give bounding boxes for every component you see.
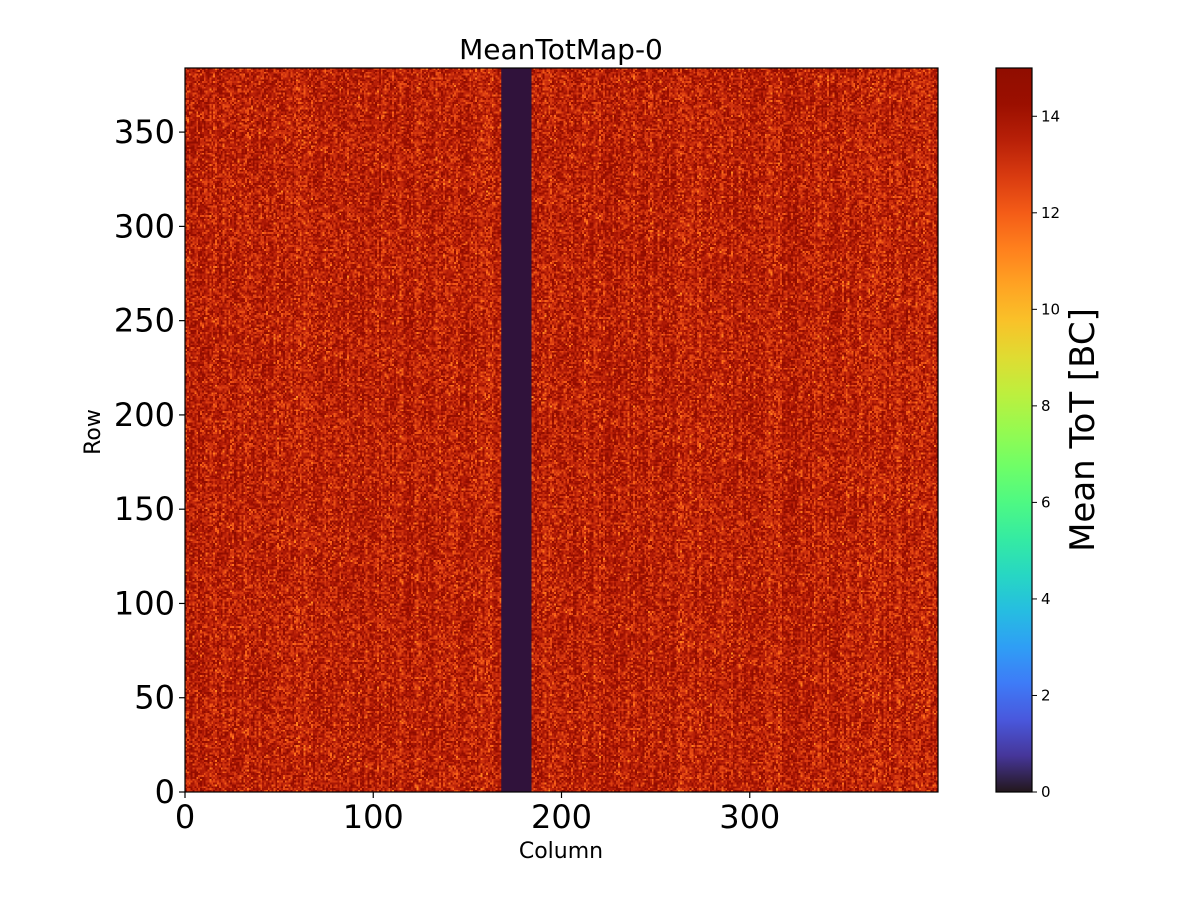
y-tick-label: 250	[114, 302, 175, 340]
x-tick-label: 100	[343, 798, 404, 836]
colorbar-gradient	[996, 68, 1032, 792]
y-axis-ticks: 0 50 100 150 200 250 300 350	[114, 113, 185, 811]
y-axis-label: Row	[81, 409, 106, 455]
colorbar-tick-label: 8	[1041, 397, 1051, 415]
y-tick-label: 100	[114, 584, 175, 622]
colorbar-tick-label: 4	[1041, 590, 1051, 608]
chart-title: MeanTotMap-0	[459, 33, 663, 66]
colorbar-tick-label: 14	[1041, 107, 1060, 125]
x-tick-label: 200	[531, 798, 592, 836]
x-axis-label: Column	[519, 839, 603, 864]
x-axis-ticks: 0 100 200 300	[175, 792, 780, 836]
plot-area	[184, 67, 939, 793]
y-tick-label: 50	[134, 679, 175, 717]
colorbar: 0 2 4 6 8 10 12 14 Mean ToT [BC]	[995, 67, 1103, 801]
dead-columns-band	[501, 68, 532, 792]
colorbar-tick-label: 6	[1041, 493, 1051, 511]
heatmap-image	[185, 68, 938, 792]
colorbar-tick-label: 0	[1041, 783, 1051, 801]
colorbar-label: Mean ToT [BC]	[1063, 308, 1103, 552]
y-tick-label: 150	[114, 490, 175, 528]
x-tick-label: 300	[719, 798, 780, 836]
colorbar-tick-label: 2	[1041, 686, 1051, 704]
y-tick-label: 300	[114, 207, 175, 245]
colorbar-ticks: 0 2 4 6 8 10 12 14	[1032, 107, 1060, 801]
y-tick-label: 200	[114, 396, 175, 434]
colorbar-tick-label: 12	[1041, 204, 1060, 222]
colorbar-tick-label: 10	[1041, 300, 1060, 318]
x-tick-label: 0	[175, 798, 195, 836]
y-tick-label: 350	[114, 113, 175, 151]
colorbar-frame	[995, 67, 1033, 793]
y-tick-label: 0	[155, 773, 175, 811]
